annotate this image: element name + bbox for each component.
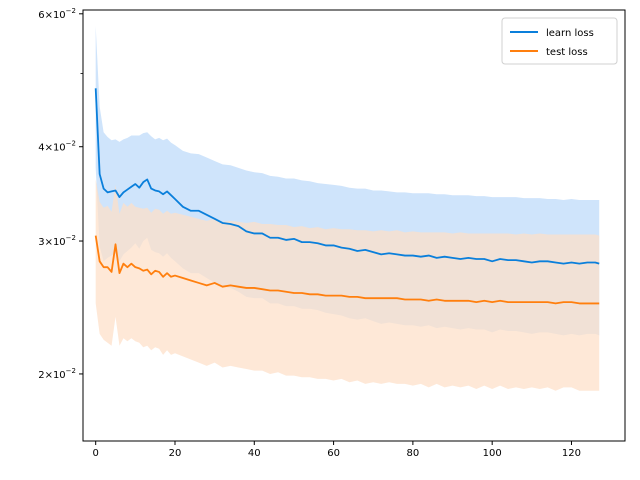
learn-loss-line	[94, 88, 600, 265]
legend-label-learn-loss: learn loss	[546, 28, 594, 39]
legend-box	[501, 17, 618, 65]
y-tick-label: 3×10−2	[38, 234, 76, 248]
x-tick-label: 0	[93, 448, 99, 459]
x-tick-label: 120	[562, 448, 581, 459]
plot-area-frame	[82, 9, 626, 442]
x-tick-label: 80	[407, 448, 420, 459]
y-tick-label: 6×10−2	[38, 7, 76, 21]
legend-label-test-loss: test loss	[546, 47, 588, 58]
x-tick-label: 40	[248, 448, 261, 459]
x-tick-label: 60	[327, 448, 340, 459]
x-tick-label: 100	[483, 448, 502, 459]
y-tick-label: 2×10−2	[38, 367, 76, 381]
test-loss-band	[95, 179, 600, 391]
y-tick-label: 4×10−2	[38, 140, 76, 154]
test-loss-line	[94, 235, 600, 305]
y-axis-ticks: 2×10−2 3×10−2 4×10−2 6×10−2	[38, 7, 83, 381]
x-axis-ticks: 0 20 40 60 80 100 120	[93, 441, 581, 459]
legend: learn loss test loss	[501, 17, 618, 65]
series-lines	[94, 88, 600, 305]
x-tick-label: 20	[169, 448, 182, 459]
